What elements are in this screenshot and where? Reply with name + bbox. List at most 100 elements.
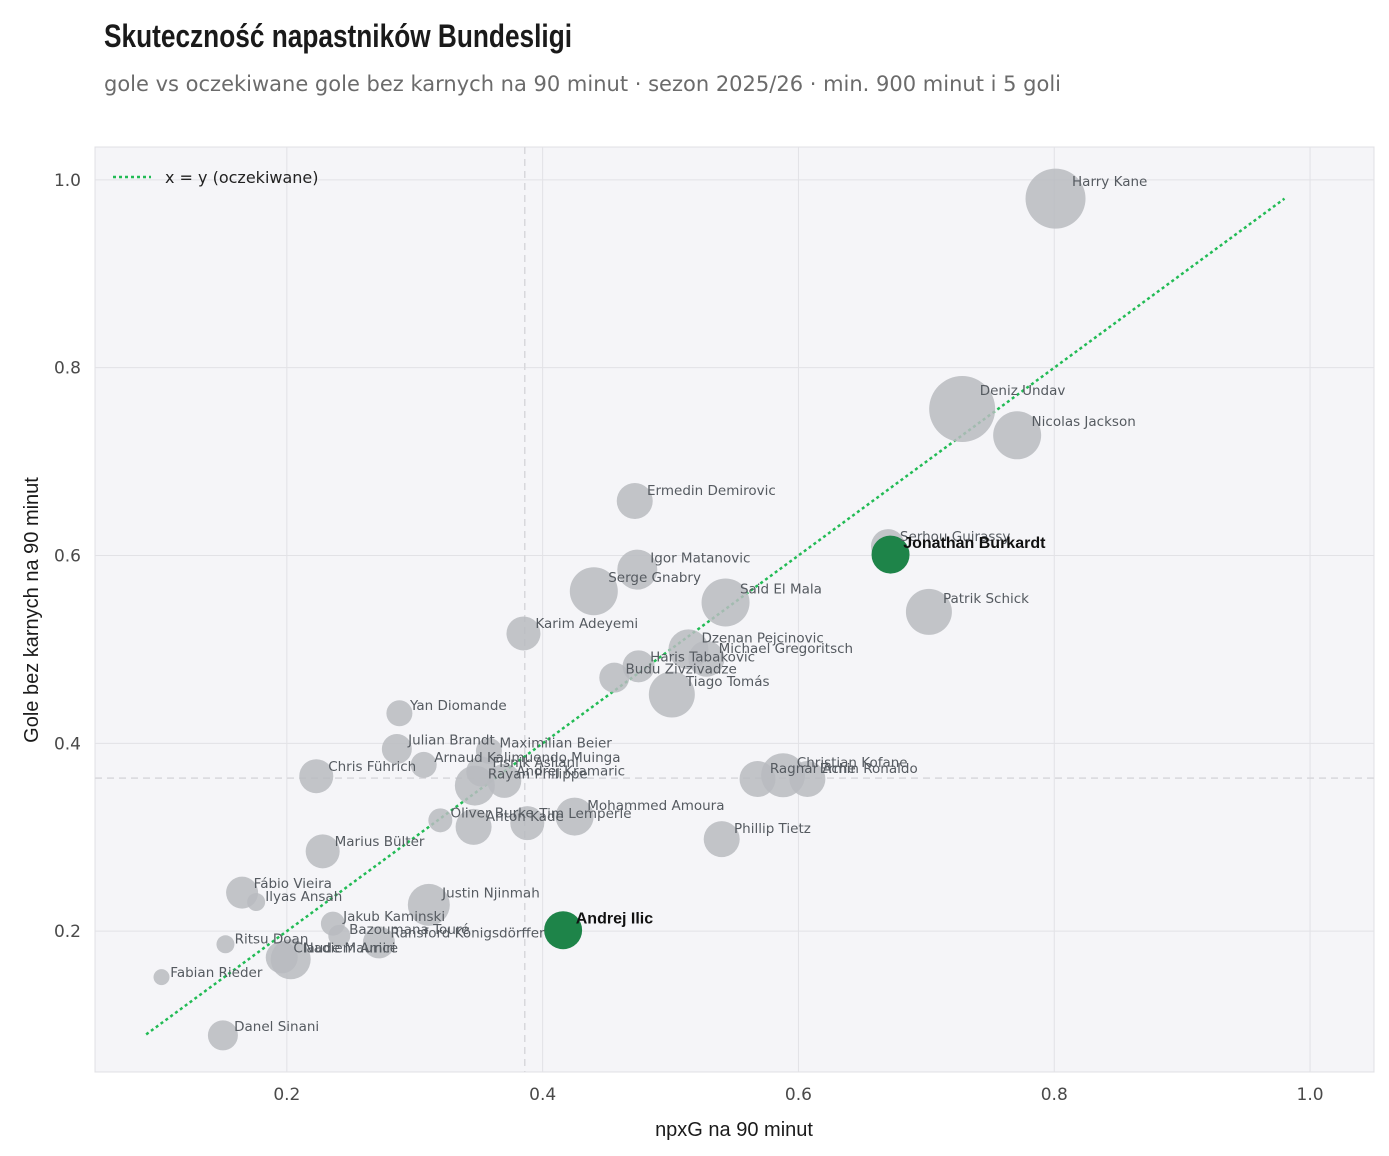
point-label: Serge Gnabry xyxy=(608,570,701,586)
data-point xyxy=(701,578,750,627)
data-point xyxy=(328,924,351,947)
x-tick-label: 1.0 xyxy=(1297,1085,1324,1105)
point-label: Nicolas Jackson xyxy=(1032,414,1136,430)
point-label: Fabian Rieder xyxy=(170,965,263,981)
point-label: Arnaud Kalimuendo Muinga xyxy=(434,750,620,766)
data-point xyxy=(688,640,725,677)
point-label: Ransford Königsdörffer xyxy=(391,926,545,942)
point-label: Jonathan Burkardt xyxy=(903,535,1046,552)
x-axis-label: npxG na 90 minut xyxy=(655,1119,813,1141)
x-tick-label: 0.6 xyxy=(785,1085,812,1105)
data-point xyxy=(555,797,594,836)
y-tick-label: 0.8 xyxy=(54,359,81,379)
point-label: Mohammed Amoura xyxy=(587,798,724,814)
point-label: Yan Diomande xyxy=(409,698,507,714)
point-label: Fábio Vieira xyxy=(254,876,332,892)
data-point xyxy=(407,883,450,926)
data-point xyxy=(993,411,1042,460)
point-label: Ermedin Demirovic xyxy=(647,483,776,499)
data-point xyxy=(510,806,545,841)
data-point xyxy=(622,650,655,683)
point-label: Andrej Ilic xyxy=(576,911,653,928)
y-tick-label: 0.6 xyxy=(54,547,81,567)
point-label: Haris Tabakovic xyxy=(650,650,755,666)
data-point xyxy=(789,761,826,798)
point-label: Ilyas Ansah xyxy=(265,889,342,905)
point-label: Oliver Burke xyxy=(451,806,534,822)
data-point xyxy=(1025,168,1086,229)
data-point xyxy=(454,765,495,806)
point-label: Ermin Ronaldo xyxy=(820,761,918,777)
point-label: Chris Führich xyxy=(328,759,416,775)
point-label: Jakub Kaminski xyxy=(342,909,445,925)
point-label: Fisnik Asllani xyxy=(493,755,579,771)
point-label: Phillip Tietz xyxy=(734,821,811,837)
data-point xyxy=(247,893,266,912)
data-point xyxy=(362,926,395,959)
point-label: Patrik Schick xyxy=(943,591,1029,607)
chart-title: Skuteczność napastników Bundesligi xyxy=(104,18,573,54)
point-label: Tiago Tomás xyxy=(685,674,770,690)
diagonal-line xyxy=(145,197,1286,1036)
point-label: Christian Kofane xyxy=(797,755,908,771)
data-point xyxy=(739,761,776,798)
point-label: Harry Kane xyxy=(1072,174,1147,190)
point-label: Said El Mala xyxy=(740,581,822,597)
data-point xyxy=(455,808,492,845)
data-point xyxy=(207,1020,238,1051)
point-label: Michael Gregoritsch xyxy=(719,641,853,657)
data-point xyxy=(216,935,235,954)
data-point xyxy=(648,671,695,718)
point-label: Marius Bülter xyxy=(335,834,425,850)
point-label: Andrej Kramaric xyxy=(516,764,625,780)
data-point xyxy=(905,588,952,635)
point-label: Tim Lemperle xyxy=(538,806,631,822)
data-point xyxy=(544,911,583,950)
point-label: Karim Adeyemi xyxy=(535,616,638,632)
point-label: Julian Brandt xyxy=(407,733,495,749)
data-point xyxy=(299,759,334,794)
point-label: Danel Sinani xyxy=(234,1019,319,1035)
x-tick-label: 0.8 xyxy=(1041,1085,1068,1105)
data-point xyxy=(703,821,740,858)
data-point xyxy=(428,808,453,833)
point-label: Ragnar Ache xyxy=(770,761,856,777)
point-label: Bazoumana Touré xyxy=(349,922,469,938)
data-point xyxy=(506,616,541,651)
legend: x = y (oczekiwane) xyxy=(113,168,319,187)
data-point xyxy=(265,941,298,974)
point-label: Budu Zivzivadze xyxy=(626,661,737,677)
data-point xyxy=(487,763,522,798)
chart-subtitle: gole vs oczekiwane gole bez karnych na 9… xyxy=(104,72,1062,96)
point-label: Serhou Guirassy xyxy=(900,529,1011,545)
point-label: Maximilian Beier xyxy=(499,736,612,752)
point-label: Deniz Undav xyxy=(980,383,1066,399)
point-label: Igor Matanovic xyxy=(650,551,750,567)
x-tick-label: 0.2 xyxy=(273,1085,300,1105)
data-point xyxy=(569,567,618,616)
legend-diagonal-label: x = y (oczekiwane) xyxy=(165,168,319,187)
data-point xyxy=(599,662,630,693)
data-point xyxy=(616,483,653,520)
data-point xyxy=(386,700,413,727)
data-point xyxy=(305,834,340,869)
data-point xyxy=(153,969,170,986)
y-tick-label: 1.0 xyxy=(54,171,81,191)
point-label: Nadiem Amiri xyxy=(304,940,396,956)
data-point xyxy=(929,376,996,443)
y-tick-label: 0.2 xyxy=(54,922,81,942)
data-point xyxy=(617,549,658,590)
point-label: Justin Njinmah xyxy=(441,885,540,901)
y-axis-label: Gole bez karnych na 90 minut xyxy=(21,477,43,743)
x-tick-label: 0.4 xyxy=(529,1085,556,1105)
y-tick-label: 0.4 xyxy=(54,734,81,754)
data-point xyxy=(410,751,437,778)
point-label: Anton Kade xyxy=(486,809,564,825)
point-label: Dzenan Pejcinovic xyxy=(701,630,823,646)
data-point xyxy=(871,535,910,574)
point-label: Rayan Philippe xyxy=(488,767,588,783)
data-point xyxy=(381,733,412,764)
point-label: Ritsu Doan xyxy=(235,931,309,947)
point-label: Claude Maurice xyxy=(293,941,398,957)
